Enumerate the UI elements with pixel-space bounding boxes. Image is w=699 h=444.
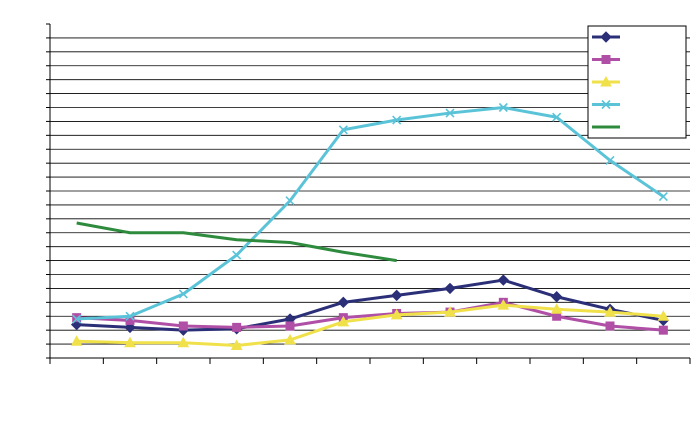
data-point [550,303,563,314]
data-point [70,335,83,346]
legend-entry-3 [592,75,620,87]
data-point [550,291,563,303]
data-point [658,325,668,335]
data-point [392,115,402,125]
marker-stroke [178,289,188,299]
data-point [605,155,615,165]
series-line [76,303,664,347]
legend [587,25,687,139]
data-point [232,322,242,332]
data-point [72,314,82,324]
data-point [605,321,615,331]
legend-entry-2 [592,55,620,64]
legend-entry-1 [592,31,620,43]
marker-stroke [285,196,295,206]
data-point [601,99,611,110]
data-point [444,282,456,295]
data-point [604,306,616,317]
data-point [285,321,295,331]
data-point [177,336,190,348]
marker-stroke [445,108,455,118]
data-point [390,308,403,320]
marker-stroke [125,311,135,321]
legend-entry-4 [592,99,620,110]
marker-stroke [552,112,562,122]
series-3 [70,299,670,350]
data-point [125,311,135,321]
data-point [497,274,510,286]
axes [46,23,691,364]
data-point [284,333,296,345]
gridlines [50,37,690,345]
series-group [70,102,670,350]
data-point [600,31,612,43]
series-line [76,300,664,332]
data-point [338,125,348,135]
marker-stroke [392,115,402,125]
marker-stroke [601,99,611,110]
marker-stroke [498,102,508,113]
series-4 [72,102,668,324]
data-point [601,55,611,64]
data-point [178,321,188,331]
marker-stroke [232,250,242,260]
data-point [285,196,295,206]
marker-stroke [338,125,348,135]
data-point [552,112,562,122]
marker-stroke [72,314,82,324]
series-line [76,106,665,321]
data-point [390,289,403,302]
data-point [497,299,510,310]
marker-stroke [658,192,668,202]
data-point [337,296,350,309]
series-1 [70,274,670,336]
data-point [657,310,670,321]
data-point [658,192,668,202]
marker-stroke [605,155,615,165]
series-line [76,278,664,332]
data-point [230,339,243,350]
series-5 [76,221,397,263]
data-point [124,336,136,348]
series-line [76,221,397,263]
data-point [337,315,350,327]
data-point [444,306,456,317]
data-point [498,102,508,113]
data-point [232,250,242,260]
data-point [178,289,188,299]
data-point [600,75,612,87]
data-point [445,108,455,118]
